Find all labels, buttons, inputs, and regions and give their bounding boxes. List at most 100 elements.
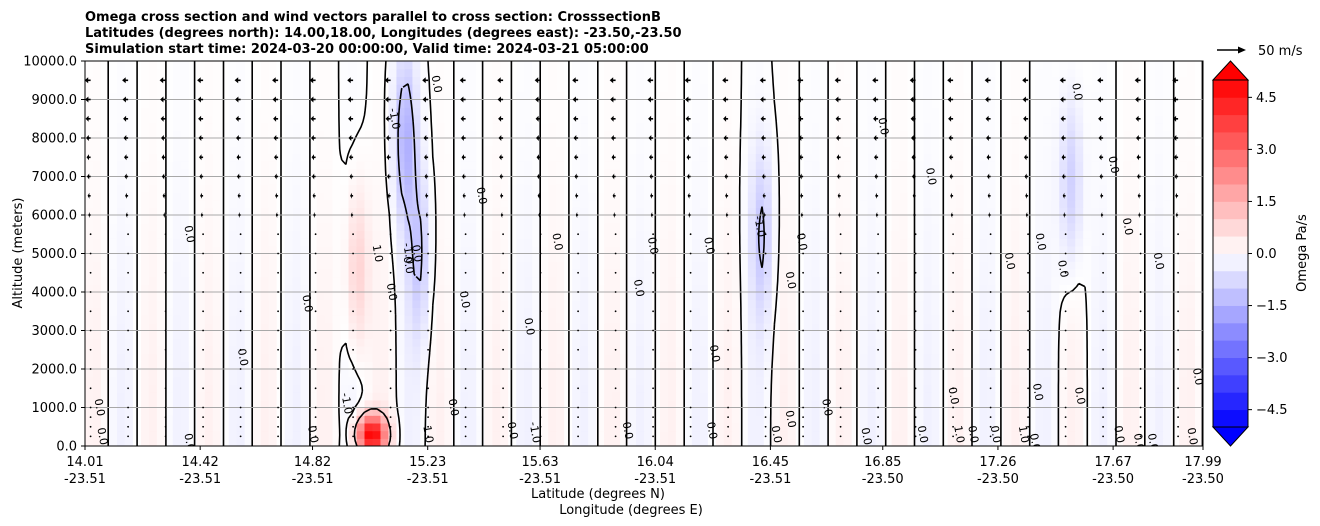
omega-cell-1106 [1091,384,1100,393]
omega-cell-1578 [388,353,398,362]
omega-cell-3610 [963,245,973,255]
omega-cell-4888 [1107,176,1116,185]
omega-cell-3777 [1179,238,1188,247]
omega-cell-83 [747,438,757,446]
omega-cell-3129 [476,268,485,278]
omega-cell-4108 [468,215,477,224]
omega-cell-4721 [891,184,901,193]
omega-cell-196 [532,430,541,439]
omega-cell-4909 [156,168,166,178]
omega-cell-914 [675,392,685,401]
omega-cell-3168 [787,268,797,278]
omega-cell-2804 [116,284,126,293]
title-line-3: Simulation start time: 2024-03-20 00:00:… [85,42,649,57]
omega-cell-3251 [332,261,342,270]
omega-cell-626 [612,407,621,416]
omega-cell-2615 [843,299,853,308]
omega-cell-1825 [124,338,134,347]
omega-cell-2529 [156,299,166,308]
omega-cell-1456 [532,361,541,370]
omega-cell-3493 [1147,253,1156,262]
omega-cell-636 [691,407,701,416]
omega-cell-691 [1131,407,1140,416]
omega-cell-4876 [1011,176,1020,185]
omega-cell-1526 [1091,361,1100,370]
omega-cell-3412 [500,253,509,262]
omega-cell-3628 [1107,245,1116,255]
omega-cell-3461 [891,253,901,262]
omega-cell-4017 [859,222,869,231]
omega-cell-371 [811,422,821,432]
omega-cell-4239 [396,207,406,216]
omega-cell-4132 [659,215,669,224]
omega-cell-3795 [204,230,214,239]
omega-cell-1274 [196,369,206,378]
omega-cell-2640 [1043,299,1052,308]
omega-cell-3459 [875,253,885,262]
omega-cell-1595 [524,353,533,362]
omega-cell-2119 [236,322,246,332]
omega-cell-2366 [1091,315,1100,324]
omega-cell-143 [108,430,118,439]
omega-cell-3481 [1051,253,1060,262]
omega-cell-4884 [1075,176,1084,185]
omega-cell-1482 [739,361,749,370]
omega-cell-765 [604,399,613,409]
omega-cell-2711 [492,292,501,301]
omega-cell-744 [436,399,445,409]
omega-cell-1987 [300,330,310,339]
omega-cell-3002 [580,276,589,285]
omega-cell-4439 [875,199,885,208]
omega-cell-1576 [372,353,382,362]
omega-cell-2970 [324,276,334,285]
omega-cell-4449 [955,199,965,208]
omega-cell-411 [1131,422,1140,432]
omega-cell-3550 [484,245,493,255]
omega-cell-1148 [308,376,318,385]
omega-cell-2129 [316,322,326,332]
omega-cell-1058 [707,384,717,393]
omega-cell-4606 [1091,191,1100,201]
omega-cell-4267 [620,207,629,216]
omega-cell-854 [196,392,206,401]
omega-cell-13 [188,438,198,446]
omega-cell-4988 [787,168,797,178]
omega-cell-2764 [915,292,925,301]
omega-cell-1249 [1115,376,1124,385]
omega-cell-3891 [971,230,980,239]
omega-cell-4458 [1027,199,1036,208]
omega-cell-4863 [907,176,917,185]
omega-cell-3326 [931,261,941,270]
omega-cell-3290 [644,261,653,270]
omega-cell-3440 [723,253,733,262]
omega-cell-1811 [1131,345,1140,355]
omega-cell-191 [492,430,501,439]
omega-cell-2904 [915,284,925,293]
omega-cell-988 [148,384,158,393]
omega-cell-1510 [963,361,973,370]
omega-cell-668 [947,407,957,416]
omega-cell-3593 [827,245,837,255]
omega-cell-2114 [196,322,206,332]
omega-cell-2823 [268,284,278,293]
omega-cell-127 [1099,438,1108,446]
omega-cell-4674 [516,184,525,193]
omega-cell-2096 [1171,330,1180,339]
omega-cell-4109 [476,215,485,224]
omega-cell-2555 [364,299,374,308]
omega-cell-4220 [244,207,254,216]
omega-cell-3197 [1019,268,1028,278]
omega-cell-2311 [651,315,661,324]
omega-cell-2205 [923,322,933,332]
omega-cell-2481 [891,307,901,316]
omega-cell-2441 [572,307,581,316]
omega-cell-4038 [1027,222,1036,231]
omega-cell-65 [604,438,613,446]
omega-cell-3233 [188,261,198,270]
omega-cell-4684 [596,184,605,193]
omega-cell-4283 [747,207,757,216]
omega-cell-1652 [979,353,988,362]
omega-cell-4637 [220,184,230,193]
omega-cell-2663 [108,292,118,301]
omega-cell-1251 [1131,376,1140,385]
